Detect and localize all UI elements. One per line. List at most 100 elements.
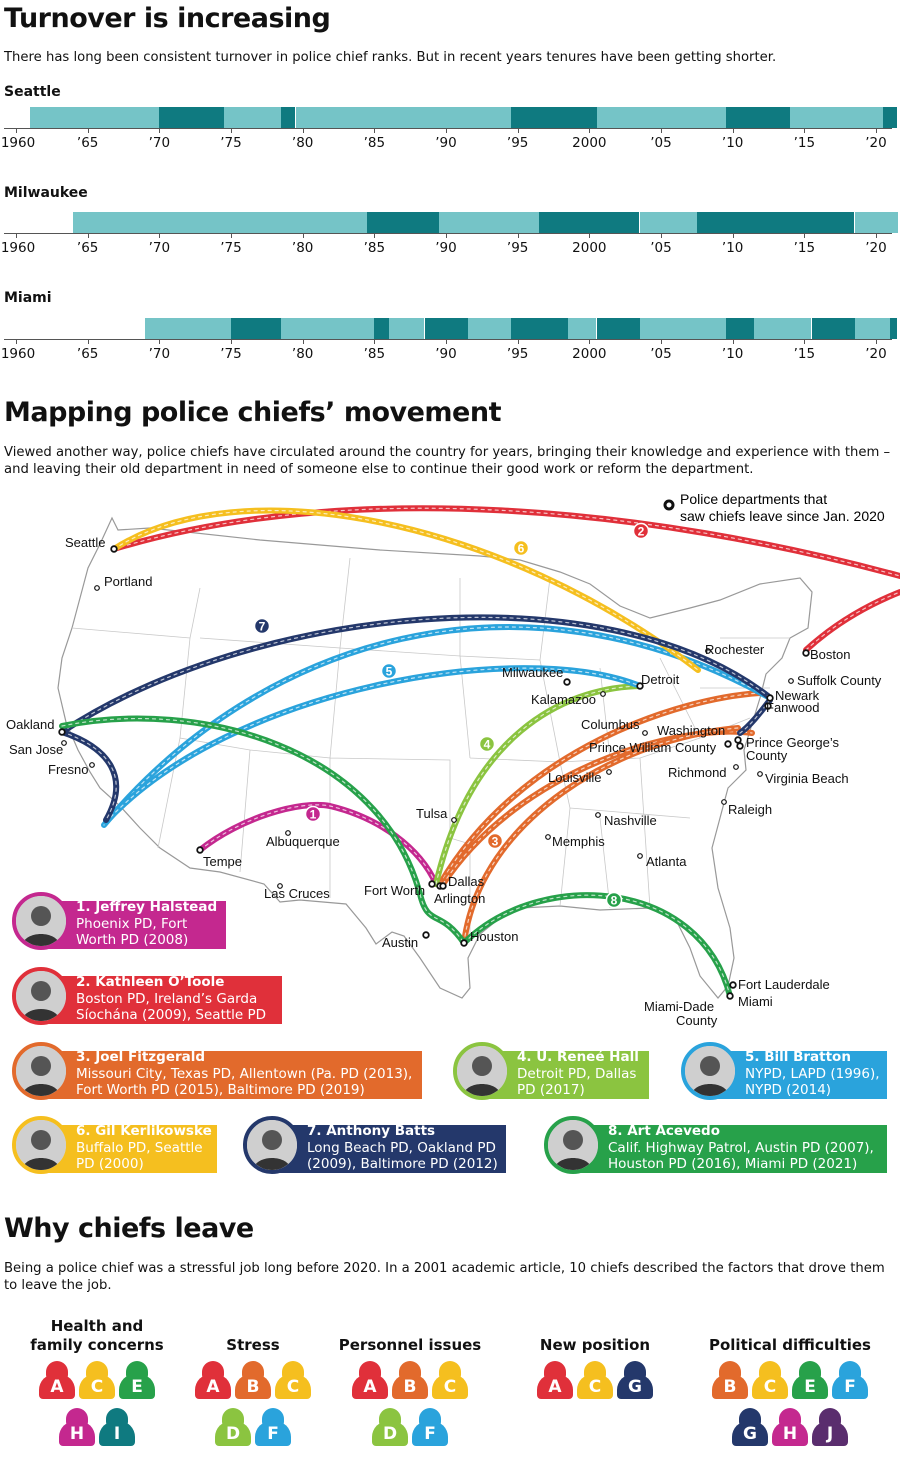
person-icon: B <box>235 1361 271 1399</box>
tenure-segment <box>30 107 160 128</box>
factor-title-line: Stress <box>226 1336 280 1354</box>
route-stripe <box>113 509 699 671</box>
chief-text: 8. Art Acevedo Calif. Highway Patrol, Aus… <box>602 1117 874 1173</box>
city-dot-icon <box>724 740 732 748</box>
chief-career: Phoenix PD, Fort <box>76 915 188 932</box>
tenure-segment <box>754 318 812 339</box>
city-label-milwaukee: Milwaukee <box>4 185 88 201</box>
person-head <box>839 1361 861 1379</box>
city-dot-icon <box>637 853 643 859</box>
axis-line <box>4 339 892 340</box>
chief-name: 5. Bill Bratton <box>745 1049 851 1066</box>
factor-title-line: Health and <box>50 1317 144 1335</box>
city-dot-icon <box>285 830 291 836</box>
axis-tick <box>231 128 232 133</box>
axis-tick <box>589 339 591 344</box>
chief-text: 4. U. Reneé Hall Detroit PD, Dallas PD (20… <box>511 1043 639 1099</box>
axis-tick-label: ’20 <box>865 240 887 256</box>
tenure-segment <box>159 107 224 128</box>
axis-tick <box>302 339 304 344</box>
tenure-segment <box>567 318 597 339</box>
axis-tick <box>876 233 877 238</box>
axis-tick-label: ’10 <box>721 240 744 256</box>
tenure-segment <box>73 212 368 233</box>
axis-tick <box>589 128 591 133</box>
turnover-intro: There has long been consistent turnover … <box>4 50 777 65</box>
year-axis: 1960 ’65 ’70 ’75 ’80 ’85 ’90 ’95 2000 ’05 ’10 ’15 ’2… <box>0 339 900 363</box>
chief-portrait-icon <box>12 892 70 950</box>
axis-tick <box>302 128 304 133</box>
svg-text:7: 7 <box>259 620 266 634</box>
axis-tick-label: ’90 <box>435 135 457 151</box>
card-band <box>34 976 282 1024</box>
city-label: Seattle <box>65 535 105 550</box>
city-label-seattle: Seattle <box>4 84 61 100</box>
axis-tick <box>446 339 447 344</box>
city-dot-icon <box>600 691 606 697</box>
chief-career: PD (2017) <box>517 1082 585 1099</box>
year-axis: 1960 ’65 ’70 ’75 ’80 ’85 ’90 ’95 2000 ’05 ’10 ’15 ’2… <box>0 233 900 257</box>
city-label: County <box>676 1013 718 1028</box>
route-stripe <box>61 731 117 821</box>
route-stripe <box>103 626 771 826</box>
route-stripe <box>113 507 900 577</box>
city-label: San Jose <box>9 742 63 757</box>
person-icon: A <box>195 1361 231 1399</box>
chief-career: NYPD (2014) <box>745 1082 832 1099</box>
route-badge-8: 8 <box>605 891 623 909</box>
person-icon: H <box>772 1408 808 1446</box>
city-dot-icon <box>460 939 468 947</box>
chief-card-5: 5. Bill Bratton NYPD, LAPD (1996), NYPD (2… <box>681 1042 887 1100</box>
person-head <box>779 1408 801 1426</box>
route-badge-5: 5 <box>380 662 398 680</box>
tenure-segment <box>596 318 640 339</box>
person-icon: A <box>537 1361 573 1399</box>
axis-tick <box>517 339 519 344</box>
city-label: Columbus <box>581 717 640 732</box>
city-label: Arlington <box>434 891 485 906</box>
chief-letter: A <box>195 1374 231 1399</box>
city-dot-icon <box>788 678 794 684</box>
city-dot-icon <box>439 882 447 890</box>
route-badge-7: 7 <box>253 617 271 635</box>
axis-tick-label: ’20 <box>865 135 887 151</box>
chief-card-4: 4. U. Reneé Hall Detroit PD, Dallas PD (20… <box>453 1042 649 1100</box>
card-band <box>566 1125 887 1173</box>
axis-tick-label: ’65 <box>76 346 99 362</box>
city-label: Washington <box>657 723 725 738</box>
factor-title-line: Personnel issues <box>338 1336 482 1354</box>
city-dot-icon <box>451 817 457 823</box>
person-head <box>439 1361 461 1379</box>
tenure-segment <box>890 318 898 339</box>
city-dot-icon <box>734 736 742 744</box>
chief-name: 4. U. Reneé Hall <box>517 1049 639 1066</box>
tenure-segment <box>231 318 282 339</box>
person-head <box>399 1361 421 1379</box>
axis-tick-label: ’70 <box>148 346 171 362</box>
person-icon: D <box>372 1408 408 1446</box>
route-badge-2: 2 <box>632 522 650 540</box>
city-label: Fort Lauderdale <box>738 977 830 992</box>
svg-text:5: 5 <box>386 665 393 679</box>
chief-name: 6. Gil Kerlikowske <box>76 1123 212 1140</box>
city-dot-icon <box>58 728 66 736</box>
person-icon: A <box>352 1361 388 1399</box>
axis-tick-label: ’20 <box>865 346 887 362</box>
tenure-segment <box>539 212 640 233</box>
city-label: Kalamazoo <box>531 692 596 707</box>
city-label: Detroit <box>641 672 680 687</box>
person-head <box>419 1408 441 1426</box>
person-icon: B <box>392 1361 428 1399</box>
person-head <box>759 1361 781 1379</box>
city-label: Las Cruces <box>264 886 330 901</box>
tenure-segment <box>510 318 568 339</box>
chief-text: 3. Joel Fitzgerald Missouri City, Texas P… <box>70 1043 412 1099</box>
axis-tick-label: ’70 <box>148 240 171 256</box>
axis-tick-label: ’75 <box>220 346 242 362</box>
chief-career: NYPD, LAPD (1996), <box>745 1065 880 1082</box>
person-icon: E <box>119 1361 155 1399</box>
person-head <box>46 1361 68 1379</box>
person-icon: D <box>215 1408 251 1446</box>
chief-career: Buffalo PD, Seattle <box>76 1139 203 1156</box>
person-icon: C <box>577 1361 613 1399</box>
